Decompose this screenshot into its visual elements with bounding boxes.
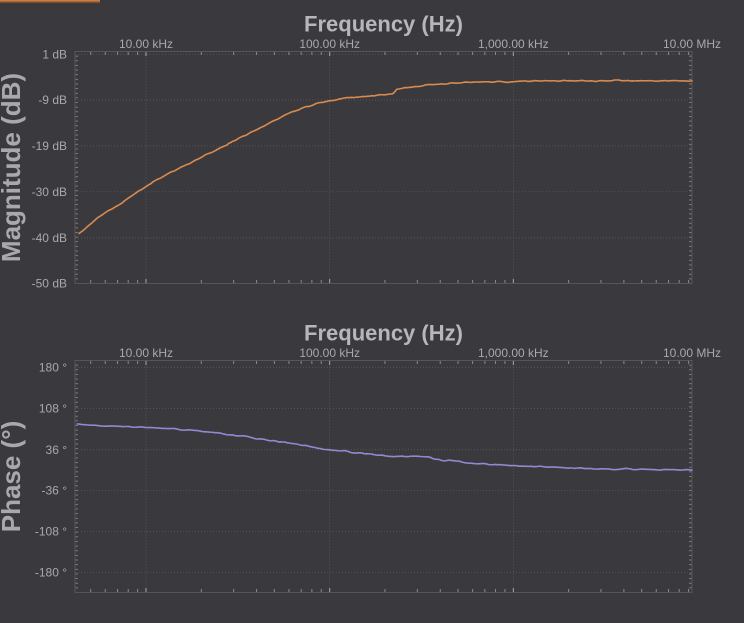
svg-text:1,000.00 kHz: 1,000.00 kHz [478,37,549,51]
svg-text:-108 °: -108 ° [35,524,67,538]
svg-text:Magnitude (dB): Magnitude (dB) [0,73,26,262]
svg-text:100.00 kHz: 100.00 kHz [299,346,360,360]
svg-text:-180 °: -180 ° [35,565,67,579]
svg-text:100.00 kHz: 100.00 kHz [299,37,360,51]
svg-text:-9 dB: -9 dB [38,93,67,107]
svg-text:-19 dB: -19 dB [32,139,67,153]
svg-text:Phase (°): Phase (°) [0,421,26,533]
svg-text:36 °: 36 ° [46,443,68,457]
svg-text:-30 dB: -30 dB [32,185,67,199]
svg-text:1 dB: 1 dB [42,48,67,62]
svg-text:10.00 kHz: 10.00 kHz [119,346,173,360]
svg-text:10.00 MHz: 10.00 MHz [663,37,721,51]
svg-text:Frequency (Hz): Frequency (Hz) [304,321,463,346]
svg-text:108 °: 108 ° [39,401,67,415]
svg-text:-50 dB: -50 dB [32,276,67,290]
svg-text:-36 °: -36 ° [42,483,68,497]
svg-text:-40 dB: -40 dB [32,231,67,245]
svg-text:10.00 MHz: 10.00 MHz [663,346,721,360]
svg-text:1,000.00 kHz: 1,000.00 kHz [478,346,549,360]
svg-text:180 °: 180 ° [39,360,67,374]
svg-text:Frequency (Hz): Frequency (Hz) [304,12,463,37]
svg-text:10.00 kHz: 10.00 kHz [119,37,173,51]
